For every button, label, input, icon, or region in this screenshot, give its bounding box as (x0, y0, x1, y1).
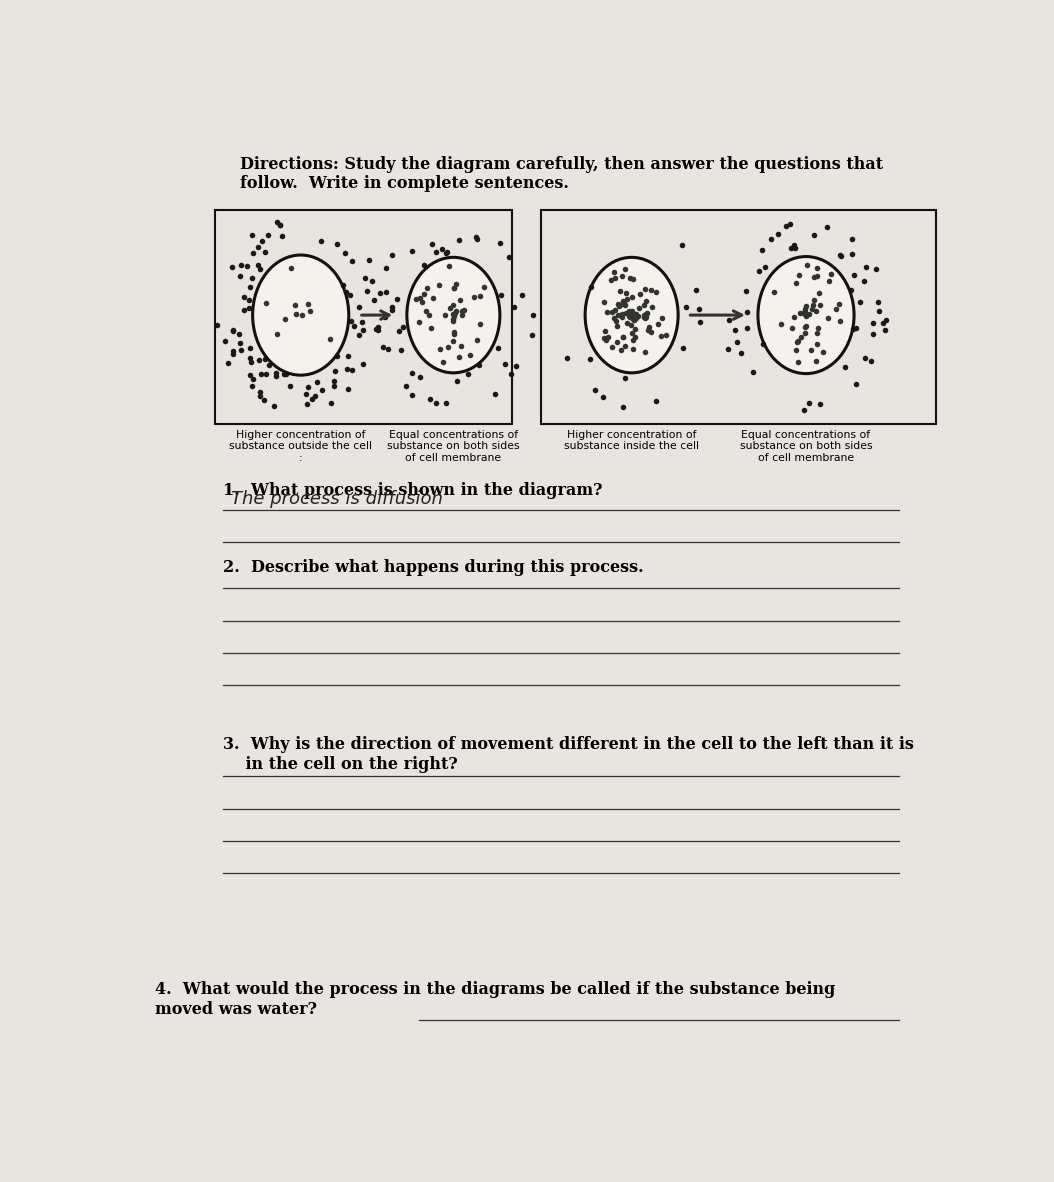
Text: The process is diffusion: The process is diffusion (231, 491, 443, 508)
Ellipse shape (253, 255, 349, 375)
Text: 4.  What would the process in the diagrams be called if the substance being
move: 4. What would the process in the diagram… (155, 981, 836, 1018)
Text: 2.  Describe what happens during this process.: 2. Describe what happens during this pro… (223, 559, 644, 576)
Text: Higher concentration of
substance outside the cell
:: Higher concentration of substance outsid… (229, 430, 372, 463)
Text: Higher concentration of
substance inside the cell: Higher concentration of substance inside… (564, 430, 699, 452)
Bar (541, 209, 936, 423)
Text: Directions: Study the diagram carefully, then answer the questions that
follow. : Directions: Study the diagram carefully,… (240, 156, 883, 193)
Ellipse shape (407, 258, 500, 372)
Text: Equal concentrations of
substance on both sides
of cell membrane: Equal concentrations of substance on bot… (387, 430, 520, 463)
Text: Equal concentrations of
substance on both sides
of cell membrane: Equal concentrations of substance on bot… (740, 430, 873, 463)
Bar (215, 209, 511, 423)
Ellipse shape (585, 258, 678, 372)
Ellipse shape (758, 256, 854, 374)
Text: 3.  Why is the direction of movement different in the cell to the left than it i: 3. Why is the direction of movement diff… (223, 736, 914, 773)
Text: 1.  What process is shown in the diagram?: 1. What process is shown in the diagram? (223, 482, 603, 499)
